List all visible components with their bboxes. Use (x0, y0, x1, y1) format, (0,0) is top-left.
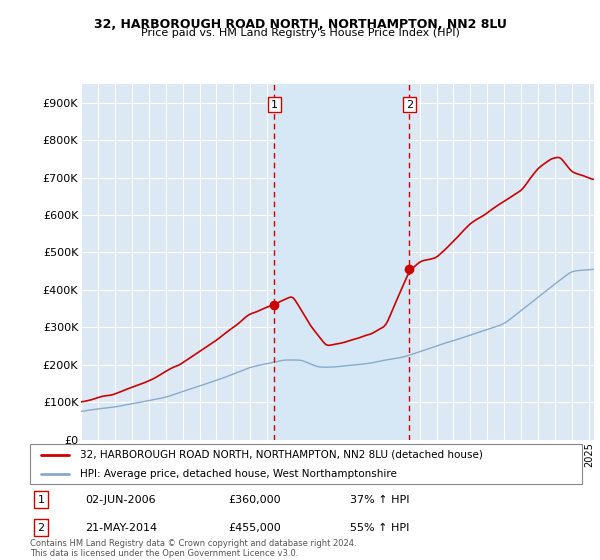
Text: 37% ↑ HPI: 37% ↑ HPI (350, 495, 410, 505)
Text: Contains HM Land Registry data © Crown copyright and database right 2024.
This d: Contains HM Land Registry data © Crown c… (30, 539, 356, 558)
Text: 2: 2 (37, 523, 44, 533)
Text: 55% ↑ HPI: 55% ↑ HPI (350, 523, 410, 533)
Text: 21-MAY-2014: 21-MAY-2014 (85, 523, 157, 533)
Text: £360,000: £360,000 (229, 495, 281, 505)
Text: 32, HARBOROUGH ROAD NORTH, NORTHAMPTON, NN2 8LU: 32, HARBOROUGH ROAD NORTH, NORTHAMPTON, … (94, 18, 506, 31)
Text: 32, HARBOROUGH ROAD NORTH, NORTHAMPTON, NN2 8LU (detached house): 32, HARBOROUGH ROAD NORTH, NORTHAMPTON, … (80, 450, 482, 460)
Text: HPI: Average price, detached house, West Northamptonshire: HPI: Average price, detached house, West… (80, 469, 397, 478)
Text: 1: 1 (38, 495, 44, 505)
Text: 02-JUN-2006: 02-JUN-2006 (85, 495, 156, 505)
Text: £455,000: £455,000 (229, 523, 281, 533)
Bar (274, 84, 409, 440)
Text: 2: 2 (406, 100, 413, 110)
Text: 1: 1 (271, 100, 278, 110)
Text: Price paid vs. HM Land Registry's House Price Index (HPI): Price paid vs. HM Land Registry's House … (140, 28, 460, 38)
